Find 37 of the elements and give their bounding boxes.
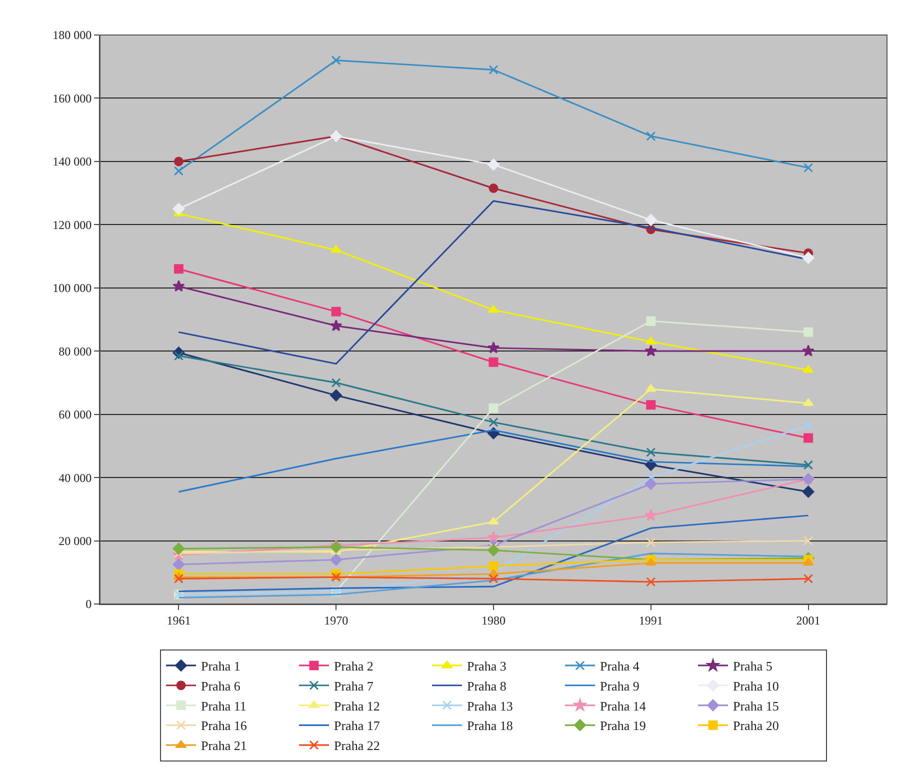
legend-label: Praha 14 [600,698,646,714]
y-tick-label: 40 000 [58,470,92,485]
legend-label: Praha 7 [334,678,374,694]
y-tick-label: 0 [86,597,92,612]
legend-label: Praha 20 [733,718,779,734]
y-tick-label: 180 000 [52,28,92,42]
legend-label: Praha 4 [600,658,640,674]
legend-label: Praha 5 [733,658,772,674]
legend-label: Praha 18 [467,718,513,734]
legend-label: Praha 9 [600,678,640,694]
legend-label: Praha 13 [467,698,513,714]
x-tick-label: 1970 [324,613,348,628]
legend-label: Praha 16 [201,718,248,734]
y-tick-label: 140 000 [52,154,92,169]
y-tick-label: 160 000 [52,91,92,106]
legend-label: Praha 3 [467,658,506,674]
legend-label: Praha 15 [733,698,779,714]
y-tick-label: 120 000 [52,218,92,232]
x-tick-label: 1991 [638,613,663,628]
legend-label: Praha 8 [467,678,506,694]
legend-label: Praha 1 [201,658,240,674]
y-tick-label: 80 000 [58,344,92,358]
x-tick-label: 1961 [166,613,191,628]
legend-label: Praha 10 [733,678,779,694]
y-tick-label: 20 000 [58,534,92,548]
legend-label: Praha 17 [334,718,380,734]
legend-label: Praha 6 [201,678,241,694]
y-tick-label: 100 000 [52,281,92,296]
x-tick-label: 2001 [796,613,820,628]
legend-label: Praha 11 [201,698,246,714]
y-tick-label: 60 000 [58,408,92,422]
legend-label: Praha 22 [334,738,380,754]
legend-label: Praha 12 [334,698,380,714]
legend-label: Praha 21 [201,738,247,754]
x-tick-label: 1980 [482,613,506,628]
legend-label: Praha 19 [600,718,646,734]
legend-label: Praha 2 [334,658,374,674]
